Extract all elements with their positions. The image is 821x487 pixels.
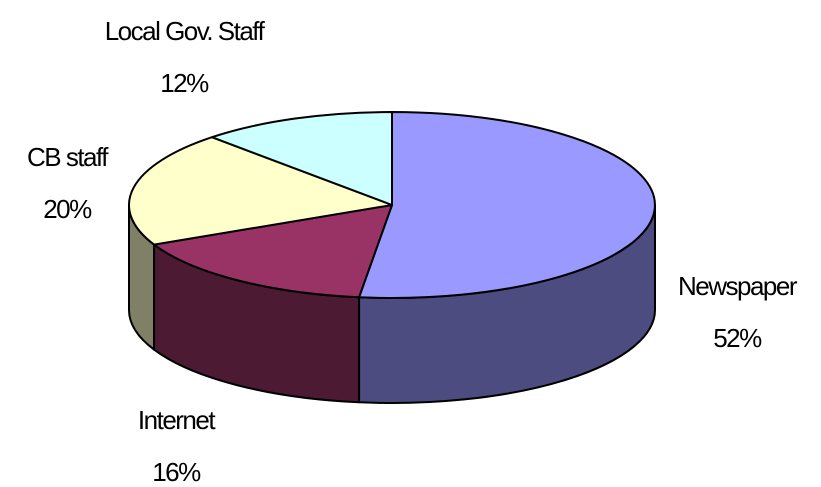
slice-label-local-gov-staff: Local Gov. Staff xyxy=(105,16,266,46)
slice-internet xyxy=(153,204,393,299)
slice-newspaper xyxy=(358,111,656,299)
pie-tops xyxy=(128,111,656,299)
slice-value-cb-staff: 20% xyxy=(43,194,92,224)
slice-label-newspaper: Newspaper xyxy=(678,271,798,301)
slice-label-cb-staff: CB staff xyxy=(27,142,109,172)
slice-value-internet: 16% xyxy=(152,457,201,487)
pie-sides xyxy=(128,204,656,404)
slice-value-newspaper: 52% xyxy=(713,323,762,353)
slice-cb-staff xyxy=(128,136,393,246)
slice-value-local-gov-staff: 12% xyxy=(160,68,209,98)
slice-label-internet: Internet xyxy=(138,405,216,435)
slice-local-gov-staff xyxy=(210,111,393,206)
pie-labels: Newspaper 52% Internet 16% CB staff 20% … xyxy=(27,16,799,487)
